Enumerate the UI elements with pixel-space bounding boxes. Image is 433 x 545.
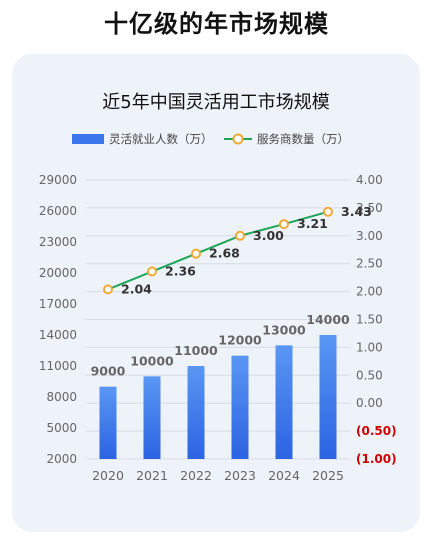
right-axis-tick-label: 4.00 (356, 173, 383, 187)
left-axis-tick-label: 20000 (39, 266, 77, 280)
legend-line-label: 服务商数量（万） (257, 132, 349, 146)
left-axis-tick-label: 2000 (46, 452, 77, 466)
x-axis-tick-label: 2023 (224, 468, 256, 483)
line-point (235, 230, 245, 241)
bar (231, 355, 249, 459)
bar-data-label: 13000 (262, 322, 306, 337)
left-axis-tick-label: 29000 (39, 173, 77, 187)
left-axis-tick-label: 26000 (39, 204, 77, 218)
line-series: 2.04 2.36 2.68 3.00 3.21 3.43 (103, 204, 372, 296)
chart: 近5年中国灵活用工市场规模 灵活就业人数（万） 服务商数量（万） 2000 500… (39, 92, 397, 483)
right-axis-tick-label: 2.50 (356, 257, 383, 271)
legend: 灵活就业人数（万） 服务商数量（万） (72, 132, 349, 146)
x-axis-tick-label: 2025 (312, 468, 344, 483)
page-title: 十亿级的年市场规模 (104, 10, 329, 38)
bar-data-label: 14000 (306, 312, 350, 327)
line-data-label: 2.36 (165, 264, 196, 279)
line-data-label: 3.00 (253, 228, 284, 243)
left-axis: 2000 5000 8000 11000 14000 17000 20000 23000 260… (39, 173, 77, 466)
line-data-label: 2.04 (121, 281, 152, 296)
bar-data-label: 11000 (174, 343, 218, 358)
line-data-label: 3.21 (297, 216, 328, 231)
right-axis-tick-label: 3.50 (356, 201, 383, 215)
x-axis-tick-label: 2022 (180, 468, 212, 483)
right-axis-tick-label: 0.50 (356, 368, 383, 382)
left-axis-tick-label: 23000 (39, 235, 77, 249)
bar-data-label: 9000 (91, 364, 126, 379)
right-axis-tick-label: (1.00) (356, 452, 397, 466)
left-axis-tick-label: 11000 (39, 359, 77, 373)
x-axis: 2020 2021 2022 2023 2024 2025 (92, 468, 344, 483)
chart-title: 近5年中国灵活用工市场规模 (102, 92, 329, 113)
bar-data-label: 12000 (218, 333, 262, 348)
series-line (107, 210, 329, 291)
legend-bar-label: 灵活就业人数（万） (109, 132, 213, 146)
left-axis-tick-label: 14000 (39, 328, 77, 342)
bar (187, 366, 205, 459)
right-axis-tick-label: 0.00 (356, 396, 383, 410)
x-axis-tick-label: 2021 (136, 468, 168, 483)
bar (319, 335, 337, 459)
line-point (279, 219, 289, 230)
line-point (323, 206, 333, 217)
right-axis-tick-label: 2.00 (356, 285, 383, 299)
line-data-label: 3.43 (341, 204, 372, 219)
left-axis-tick-label: 5000 (46, 421, 77, 435)
bar (143, 376, 161, 459)
line-point (191, 248, 201, 259)
line-point (103, 284, 113, 295)
right-axis-tick-label: (0.50) (356, 424, 397, 438)
right-axis: (1.00) (0.50) 0.00 0.50 1.00 1.50 2.00 2.50 3.00… (356, 173, 397, 466)
right-axis-tick-label: 1.50 (356, 313, 383, 327)
chart-card: 近5年中国灵活用工市场规模 灵活就业人数（万） 服务商数量（万） 2000 500… (12, 54, 420, 532)
gridlines (86, 179, 350, 460)
line-data-label: 2.68 (209, 246, 240, 261)
legend-line-marker (232, 133, 244, 145)
legend-bar-swatch (72, 134, 104, 144)
right-axis-tick-label: 1.00 (356, 340, 383, 354)
left-axis-tick-label: 17000 (39, 297, 77, 311)
left-axis-tick-label: 8000 (46, 390, 77, 404)
bar (275, 345, 293, 459)
x-axis-tick-label: 2020 (92, 468, 124, 483)
bar (99, 386, 117, 459)
line-point (147, 266, 157, 277)
bar-data-label: 10000 (130, 353, 174, 368)
x-axis-tick-label: 2024 (268, 468, 300, 483)
right-axis-tick-label: 3.00 (356, 229, 383, 243)
